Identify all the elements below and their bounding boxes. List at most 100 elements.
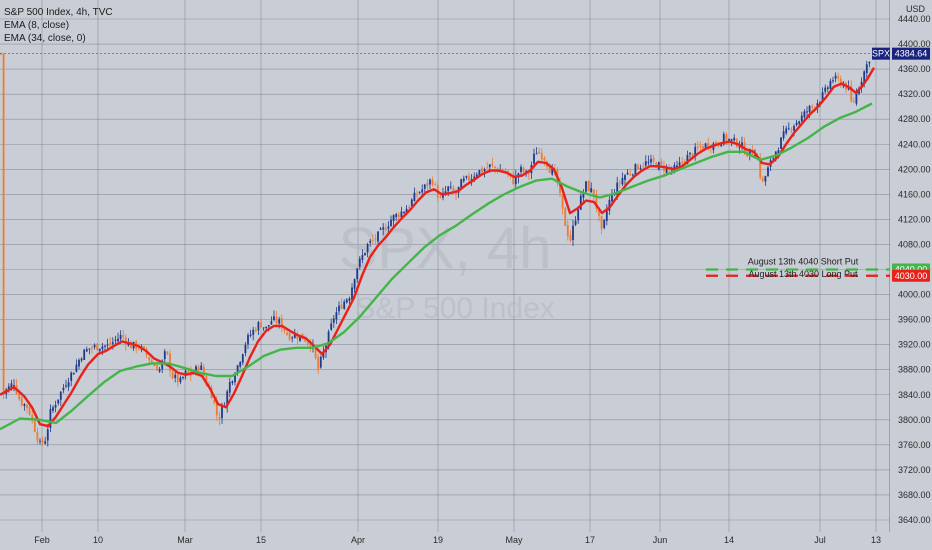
candle-body [795,122,798,126]
candle-body [314,346,317,358]
candle-body [637,165,639,170]
candle-body [699,146,702,148]
x-tick-label: Mar [177,535,193,545]
x-tick-label: 13 [871,535,881,545]
candle-body [782,131,785,139]
candle-body [603,219,606,228]
candle-body [244,344,247,353]
candle-body [860,81,863,87]
y-tick-label: 3840.00 [898,390,931,400]
candle-body [18,393,21,400]
candle-body [678,162,681,166]
candle-body [109,342,112,345]
candle-body [834,75,837,79]
candle-body [215,402,218,416]
candle-body [811,106,814,108]
candle-body [405,208,408,213]
candle-body [124,337,127,345]
candle-body [535,153,538,155]
level-tag: 4030.00 [895,271,928,281]
y-tick-label: 4280.00 [898,114,931,124]
candle-body [416,194,418,196]
candle-body [57,399,60,404]
candle-body [559,183,561,194]
candle-body [665,167,668,173]
candle-body [49,409,52,428]
candle-body [39,440,41,442]
legend-title[interactable]: S&P 500 Index, 4h, TVC [4,7,113,18]
candle-body [221,406,223,419]
candle-body [611,193,613,202]
candle-body [488,164,491,168]
candle-body [174,374,177,378]
candle-body [374,238,377,240]
candle-body [306,341,309,344]
candle-body [283,327,286,331]
candle-body [356,268,359,280]
candle-body [106,344,109,346]
candle-body [408,207,411,209]
short-put-label: August 13th 4040 Short Put [748,257,859,267]
candle-body [54,405,57,408]
candle-body [288,332,291,340]
x-tick-label: Jul [814,535,826,545]
candle-body [639,167,642,169]
candle-body [522,167,525,173]
candle-body [642,166,645,168]
candle-body [33,420,36,432]
candle-body [855,92,858,104]
candle-body [777,150,780,154]
candle-body [395,214,398,217]
candle-body [686,155,689,165]
candle-body [431,180,434,185]
candle-body [382,227,385,230]
candle-body [491,163,494,166]
candle-body [754,155,756,157]
candle-body [397,214,400,218]
ema-lines [0,67,876,431]
time-axis[interactable] [0,532,932,550]
candle-body [275,316,278,324]
candle-body [644,161,647,166]
candle-body [371,239,374,241]
x-axis-labels: Feb 10 Mar 15 Apr 19 May 17 Jun 14 Jul 13 [34,535,881,545]
watermark-name: S&P 500 Index [355,292,555,325]
x-tick-label: Apr [351,535,365,545]
candle-body [543,157,546,161]
candle-body [231,381,234,384]
candle-body [200,365,203,370]
candle-body [850,85,853,102]
long-put-label: August 13th 4030 Long Put [748,269,858,279]
candle-body [592,189,595,196]
candle-body [262,327,265,329]
candle-body [187,371,190,373]
candle-body [247,334,249,345]
y-tick-label: 4080.00 [898,239,931,249]
y-tick-label: 4240.00 [898,139,931,149]
candle-body [548,167,551,173]
candle-body [226,391,229,407]
candle-body [785,128,788,134]
candle-body [455,191,457,195]
candle-body [600,215,603,229]
candle-body [387,226,390,229]
y-tick-label: 3680.00 [898,490,931,500]
y-tick-label: 3720.00 [898,465,931,475]
candle-body [478,170,481,176]
candle-body [681,161,684,163]
candle-body [78,359,80,367]
legend-ema8[interactable]: EMA (8, close) [4,20,70,31]
candle-body [676,165,678,168]
candle-body [689,152,691,155]
candle-body [195,366,197,374]
candle-body [330,323,333,330]
level-tag-bg [892,269,930,282]
candle-body [439,196,442,198]
candle-body [44,441,47,444]
candle-body [332,318,335,323]
legend-ema34[interactable]: EMA (34, close, 0) [4,33,86,44]
candle-body [143,346,145,349]
candle-body [624,175,626,180]
